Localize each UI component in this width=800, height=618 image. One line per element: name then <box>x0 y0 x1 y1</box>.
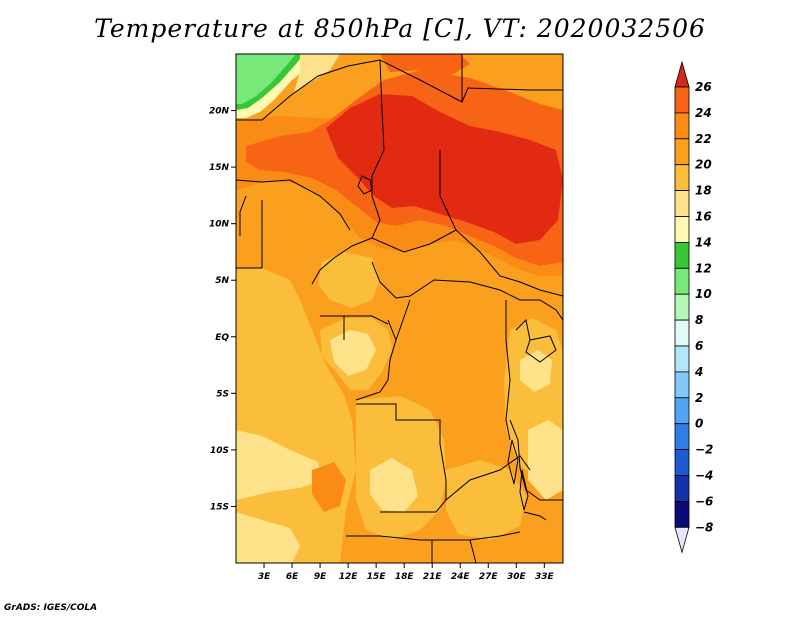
field-cameroon-18 <box>318 252 380 308</box>
y-tick-label: 5N <box>215 276 229 286</box>
y-tick-label: 5S <box>216 389 229 399</box>
x-axis: 3E 6E 9E 12E 15E 18E 21E 24E 27E 30E 33E <box>258 563 555 582</box>
colorbar-swatch <box>674 475 690 502</box>
y-tick-label: 15S <box>210 502 229 512</box>
colorbar-swatch <box>674 164 690 191</box>
x-tick-label: 9E <box>314 572 327 582</box>
field-top-24 <box>380 54 470 76</box>
colorbar-bottom-arrow <box>674 526 690 554</box>
colorbar-swatch <box>674 500 690 528</box>
x-tick-label: 30E <box>507 572 527 582</box>
field-east-16b <box>520 350 552 392</box>
x-tick-label: 24E <box>451 572 471 582</box>
field-core-26 <box>326 94 563 244</box>
colorbar-swatch <box>674 319 690 347</box>
colorbar-swatch <box>674 293 690 321</box>
x-tick-label: 12E <box>339 572 359 582</box>
colorbar-swatch <box>674 423 690 451</box>
x-tick-label: 3E <box>258 572 271 582</box>
colorbar-label: −4 <box>695 469 713 483</box>
x-tick-label: 27E <box>479 572 499 582</box>
colorbar-label: 10 <box>695 287 712 301</box>
colorbar-label: 22 <box>695 132 712 146</box>
x-tick-label: 18E <box>395 572 415 582</box>
y-tick-label: 15N <box>209 163 230 173</box>
field-se-22b <box>420 372 460 410</box>
x-tick-label: 6E <box>286 572 299 582</box>
y-tick-label: 10N <box>209 220 230 230</box>
x-tick-label: 15E <box>367 572 387 582</box>
colorbar-swatch <box>674 241 690 269</box>
field-ocean-16 <box>236 430 322 500</box>
colorbar-label: 4 <box>694 365 703 379</box>
lakes <box>357 175 547 521</box>
colorbar-swatch <box>674 112 690 140</box>
colorbar-label: 12 <box>695 261 712 275</box>
colorbar-swatch <box>674 397 690 425</box>
temperature-field <box>236 54 563 563</box>
colorbar-label: −8 <box>695 520 713 534</box>
y-tick-label: 20N <box>209 107 230 117</box>
map-title: Temperature at 850hPa [C], VT: 202003250… <box>94 14 706 43</box>
colorbar-label: 8 <box>695 313 703 327</box>
field-zambia-18 <box>446 460 526 540</box>
colorbar-label: 24 <box>695 106 712 120</box>
x-tick-label: 21E <box>423 572 443 582</box>
colorbar-label: 18 <box>695 184 712 198</box>
colorbar-label: 0 <box>695 417 703 431</box>
colorbar-label: 6 <box>695 339 703 353</box>
colorbar-swatch <box>674 267 690 295</box>
country-borders <box>236 54 563 563</box>
colorbar-swatch <box>674 138 690 166</box>
y-axis: 20N 15N 10N 5N EQ 5S 10S 15S <box>209 107 236 512</box>
colorbar-label: 20 <box>695 158 712 172</box>
colorbar-swatch <box>674 345 690 373</box>
field-se-22 <box>312 462 346 512</box>
colorbar-top-arrow <box>674 60 690 88</box>
colorbar-label: 26 <box>695 80 712 94</box>
colorbar-label: 2 <box>695 391 703 405</box>
grads-credit: GrADS: IGES/COLA <box>4 603 98 613</box>
colorbar-swatch <box>674 190 690 217</box>
field-east-16 <box>528 420 563 500</box>
y-tick-label: 10S <box>210 446 229 456</box>
field-nw-10 <box>236 54 296 104</box>
colorbar-label: −2 <box>695 443 713 457</box>
field-ocean-16b <box>236 512 300 563</box>
field-nw-16 <box>294 54 340 92</box>
colorbar-swatch <box>674 371 690 399</box>
y-tick-label: EQ <box>215 333 229 343</box>
colorbar-label: 14 <box>695 235 712 249</box>
colorbar-swatch <box>674 86 690 114</box>
map-frame <box>235 53 564 564</box>
colorbar-swatch <box>674 449 690 476</box>
field-gabon-16 <box>330 330 376 376</box>
colorbar-label: 16 <box>695 210 712 224</box>
colorbar-label: −6 <box>695 494 713 508</box>
colorbar-swatch <box>674 216 690 243</box>
x-tick-label: 33E <box>535 572 555 582</box>
field-angola-16 <box>370 458 418 512</box>
